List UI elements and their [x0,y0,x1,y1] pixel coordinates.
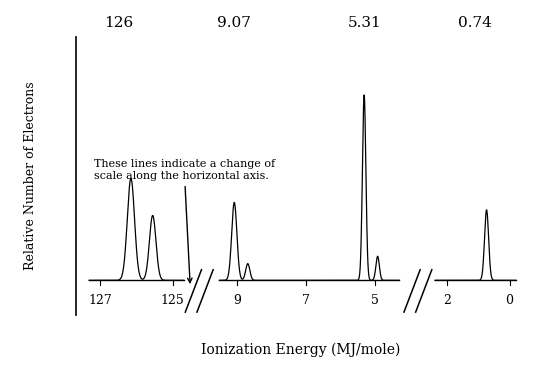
Text: 126: 126 [104,16,133,30]
Text: Ionization Energy (MJ/mole): Ionization Energy (MJ/mole) [201,343,400,357]
Text: 5.31: 5.31 [347,16,381,30]
Text: 125: 125 [161,294,184,307]
Text: 5: 5 [371,294,379,307]
Text: Relative Number of Electrons: Relative Number of Electrons [24,81,37,270]
Text: 9.07: 9.07 [217,16,251,30]
Text: 127: 127 [88,294,112,307]
Text: 9: 9 [233,294,241,307]
Text: 0.74: 0.74 [458,16,492,30]
Text: 2: 2 [444,294,451,307]
Text: 0: 0 [506,294,513,307]
Text: 7: 7 [302,294,309,307]
Text: These lines indicate a change of
scale along the horizontal axis.: These lines indicate a change of scale a… [94,159,275,283]
